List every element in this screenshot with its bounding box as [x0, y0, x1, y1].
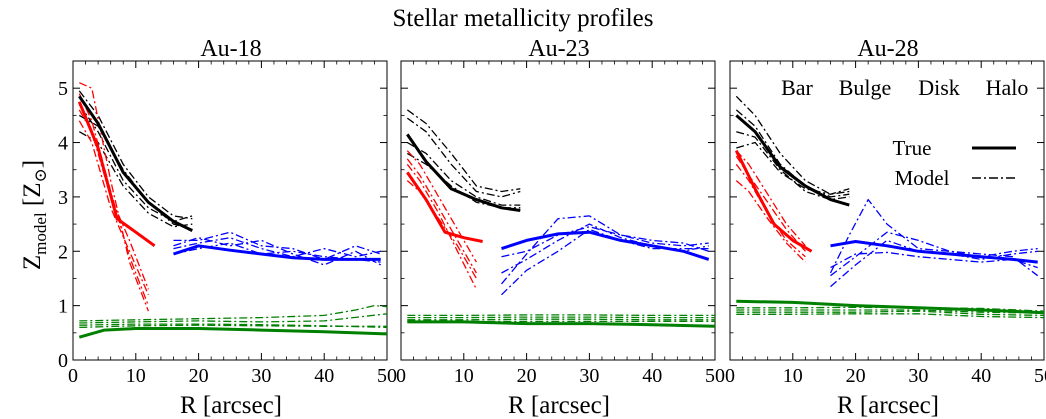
x-tick-label: 20: [189, 365, 209, 387]
y-tick-label: 1: [58, 296, 68, 318]
series-bulge-model: [735, 150, 806, 247]
series-halo-model: [79, 313, 388, 324]
series-bulge-model: [406, 158, 477, 274]
series-bulge-model: [735, 180, 806, 263]
legend-model-label: Model: [895, 166, 950, 190]
legend-item-halo: Halo: [986, 75, 1029, 100]
series-bulge-model: [78, 109, 150, 290]
y-tick-label: 4: [58, 133, 68, 155]
y-axis-label-main: Z: [19, 255, 46, 270]
x-tick-label: 30: [908, 365, 928, 387]
x-tick-label: 50: [705, 365, 725, 387]
legend: Bar Bulge Disk Halo True Model: [781, 75, 1028, 190]
figure-title: Stellar metallicity profiles: [392, 5, 653, 32]
y-axis-label-sub: model: [31, 212, 50, 255]
x-axis-label: R [arcsec]: [180, 392, 282, 419]
legend-item-bulge: Bulge: [839, 75, 892, 100]
series-disk-model: [830, 231, 1038, 277]
series-bulge-true: [77, 101, 156, 248]
x-tick-label: 30: [251, 365, 271, 387]
series-disk-true: [173, 244, 381, 261]
series-bar-true: [78, 95, 193, 232]
panel-au-18: Au-18 0 10 20 30 40 50 0 1 2 3 4 5 R [arcsec]: [58, 36, 397, 419]
legend-true-label: True: [893, 136, 932, 160]
series-bulge-model: [79, 82, 150, 312]
x-tick-label: 50: [377, 365, 397, 387]
series-halo-model: [407, 316, 715, 319]
series-disk-model: [173, 237, 381, 258]
series-halo-true: [736, 299, 1045, 315]
series-halo-model: [79, 323, 388, 329]
series-bar-model: [78, 90, 193, 220]
panel-au-23: Au-23 0 10 20 30 40 50 R [arcsec]: [396, 36, 725, 419]
series-bulge-model: [735, 155, 806, 252]
series-halo-model: [736, 310, 1045, 317]
series-halo-model: [79, 324, 387, 329]
series-bulge-model: [406, 163, 477, 290]
x-tick-label: 20: [846, 365, 866, 387]
panel-title: Au-23: [528, 36, 589, 62]
series-bar-model: [406, 141, 521, 206]
series-halo-model: [79, 304, 388, 322]
series-disk-model: [173, 237, 382, 266]
series-bar-model: [735, 95, 850, 195]
y-axis-label-unit-open: [Z: [19, 182, 46, 212]
y-axis-label-unit-close: ]: [19, 160, 46, 168]
x-tick-label: 0: [396, 365, 406, 387]
series-halo-model: [407, 314, 715, 317]
x-tick-label: 0: [725, 365, 735, 387]
plot-frame: [729, 60, 1045, 361]
x-tick-label: 40: [971, 365, 991, 387]
panel-title: Au-28: [857, 36, 918, 62]
series-bar-model: [736, 131, 850, 201]
x-tick-label: 50: [1034, 365, 1046, 387]
series-disk-model: [830, 239, 1038, 288]
x-axis-label: R [arcsec]: [508, 392, 610, 419]
series-bulge-true: [734, 150, 813, 253]
legend-item-bar: Bar: [781, 75, 813, 100]
series-bar-model: [78, 104, 193, 223]
series-halo-model: [407, 318, 715, 321]
series-bar-model: [406, 109, 521, 193]
series-bar-model: [736, 141, 850, 195]
x-tick-label: 40: [314, 365, 334, 387]
series-bulge-model: [735, 163, 806, 258]
legend-item-disk: Disk: [918, 75, 960, 100]
y-tick-label: 2: [58, 241, 68, 263]
series-bulge-model: [78, 120, 149, 296]
series-bulge-model: [406, 150, 477, 263]
x-axis-label: R [arcsec]: [837, 392, 939, 419]
series-bar-true: [735, 114, 850, 207]
y-tick-label: 0: [58, 350, 68, 372]
series-halo-model: [736, 309, 1045, 314]
x-tick-label: 40: [642, 365, 662, 387]
y-axis-label: Zmodel [Z⊙]: [19, 160, 50, 270]
series-bar-model: [406, 117, 521, 198]
series-halo-model: [736, 313, 1045, 319]
x-tick-label: 20: [517, 365, 537, 387]
series-disk-model: [501, 215, 709, 285]
series-disk-true: [501, 230, 710, 261]
series-disk-model: [829, 198, 1039, 277]
panel-au-28: Au-28 0 10 20 30 40 50 R [arcsec]: [725, 36, 1046, 419]
x-tick-label: 30: [579, 365, 599, 387]
series-bar-true: [406, 133, 521, 212]
x-tick-label: 10: [126, 365, 146, 387]
series-bar-model: [78, 114, 193, 231]
y-axis-label-unit-symbol: ⊙: [31, 168, 50, 182]
y-tick-label: 3: [58, 187, 68, 209]
plot-frame: [72, 60, 388, 361]
y-tick-label: 5: [58, 78, 68, 100]
series-halo-true: [78, 327, 388, 339]
panel-title: Au-18: [200, 36, 261, 62]
x-tick-label: 0: [68, 365, 78, 387]
plot-frame: [400, 60, 716, 361]
x-tick-label: 10: [783, 365, 803, 387]
series-bulge-true: [406, 171, 483, 243]
series-disk-true: [830, 240, 1038, 264]
series-halo-true: [407, 320, 716, 328]
x-tick-label: 10: [454, 365, 474, 387]
